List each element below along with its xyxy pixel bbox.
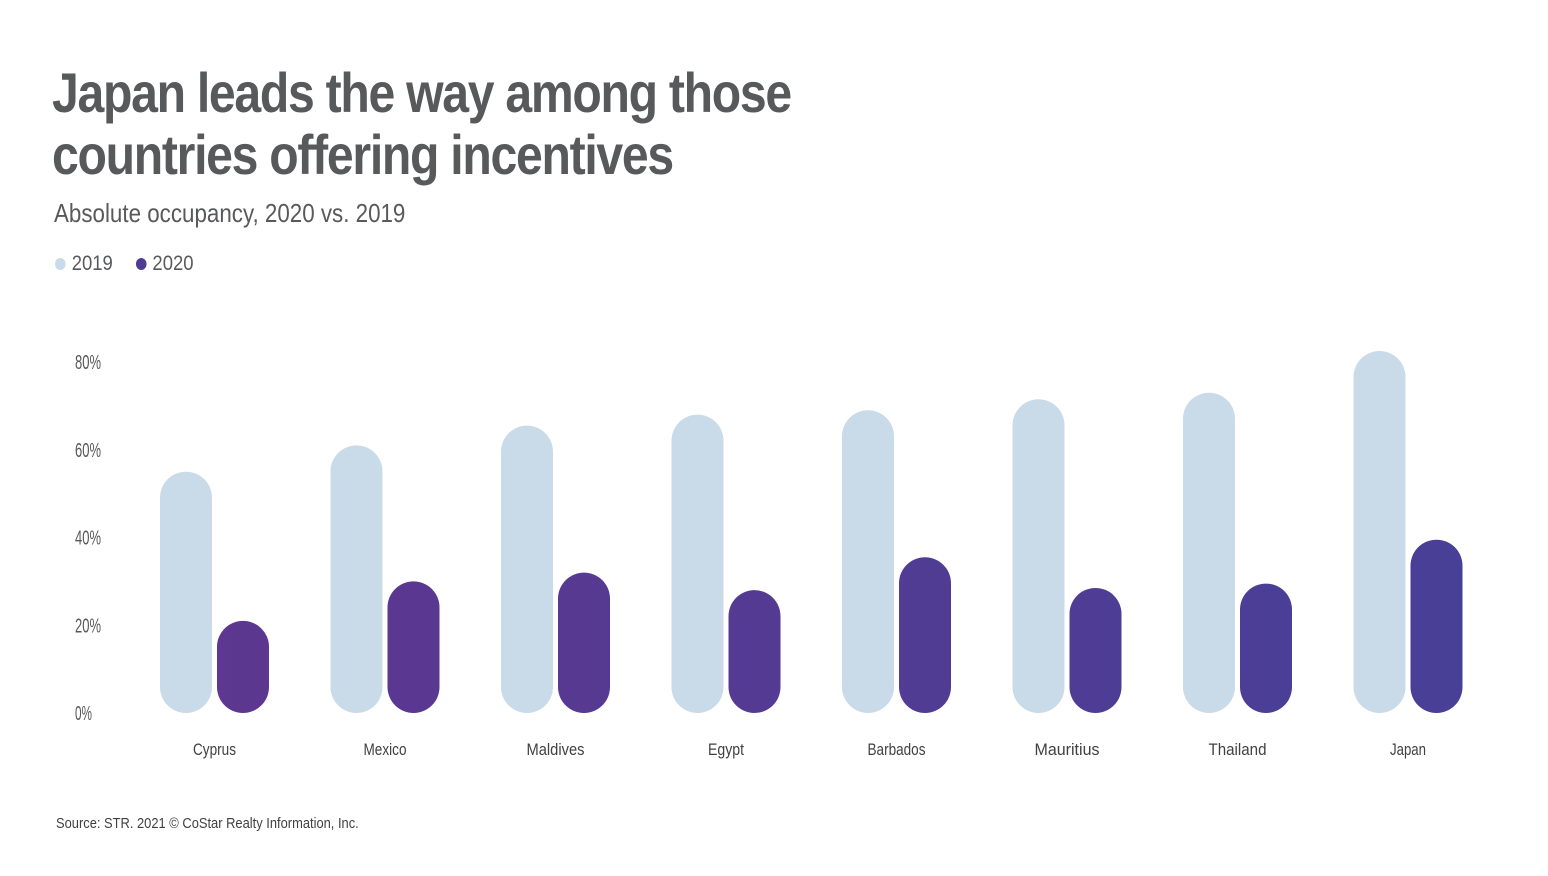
chart-subtitle: Absolute occupancy, 2020 vs. 2019 (54, 198, 406, 228)
bar-2020-barbados (899, 557, 951, 713)
chart-title: Japan leads the way among those countrie… (52, 62, 912, 186)
bar-2019-mauritius (1012, 399, 1065, 713)
bar-2020-cyprus (217, 620, 269, 713)
x-tick-label: Maldives (527, 740, 585, 759)
y-tick-label: 0% (75, 703, 92, 725)
bar-2019-japan (1353, 351, 1406, 713)
y-tick-label: 60% (75, 440, 101, 462)
y-tick-label: 40% (75, 528, 101, 550)
chart-title-line-2: countries offering incentives (52, 123, 674, 186)
x-tick-label: Mexico (364, 740, 407, 759)
legend-swatch-2020 (135, 258, 147, 270)
bar-2020-japan (1410, 539, 1463, 713)
bar-2019-mexico (330, 445, 383, 713)
bar-2019-cyprus (160, 471, 212, 713)
x-tick-label: Mauritius (1035, 740, 1100, 759)
bar-2020-thailand (1240, 583, 1292, 713)
x-tick-label: Thailand (1209, 740, 1267, 759)
x-axis: Cyprus Mexico Maldives Egypt Barbados Mauriti… (193, 740, 1426, 759)
legend-item-2020: 2020 (135, 252, 194, 276)
legend-item-2019: 2019 (55, 252, 113, 276)
bar-2019-barbados (842, 410, 894, 713)
bar-2020-mauritius (1069, 587, 1122, 713)
chart-legend: 2019 2020 (55, 252, 216, 276)
chart-title-line-1: Japan leads the way among those (52, 61, 792, 124)
bar-2019-egypt (671, 414, 724, 713)
x-tick-label: Barbados (868, 740, 926, 759)
bar-2019-maldives (501, 425, 553, 713)
bar-2019-thailand (1183, 392, 1235, 713)
legend-swatch-2019 (55, 258, 66, 270)
y-tick-label: 80% (75, 352, 101, 374)
source-note: Source: STR. 2021 © CoStar Realty Inform… (56, 815, 359, 832)
x-tick-label: Japan (1390, 740, 1426, 759)
x-tick-label: Cyprus (193, 740, 236, 759)
legend-label-2020: 2020 (152, 252, 194, 275)
y-axis: 0% 20% 40% 60% 80% (75, 352, 101, 725)
bar-2020-egypt (728, 590, 781, 713)
legend-label-2019: 2019 (71, 252, 113, 275)
y-tick-label: 20% (75, 615, 101, 637)
bar-2020-maldives (558, 572, 610, 713)
x-tick-label: Egypt (708, 740, 744, 759)
bar-2020-mexico (387, 581, 440, 713)
bars-group (160, 351, 1463, 713)
